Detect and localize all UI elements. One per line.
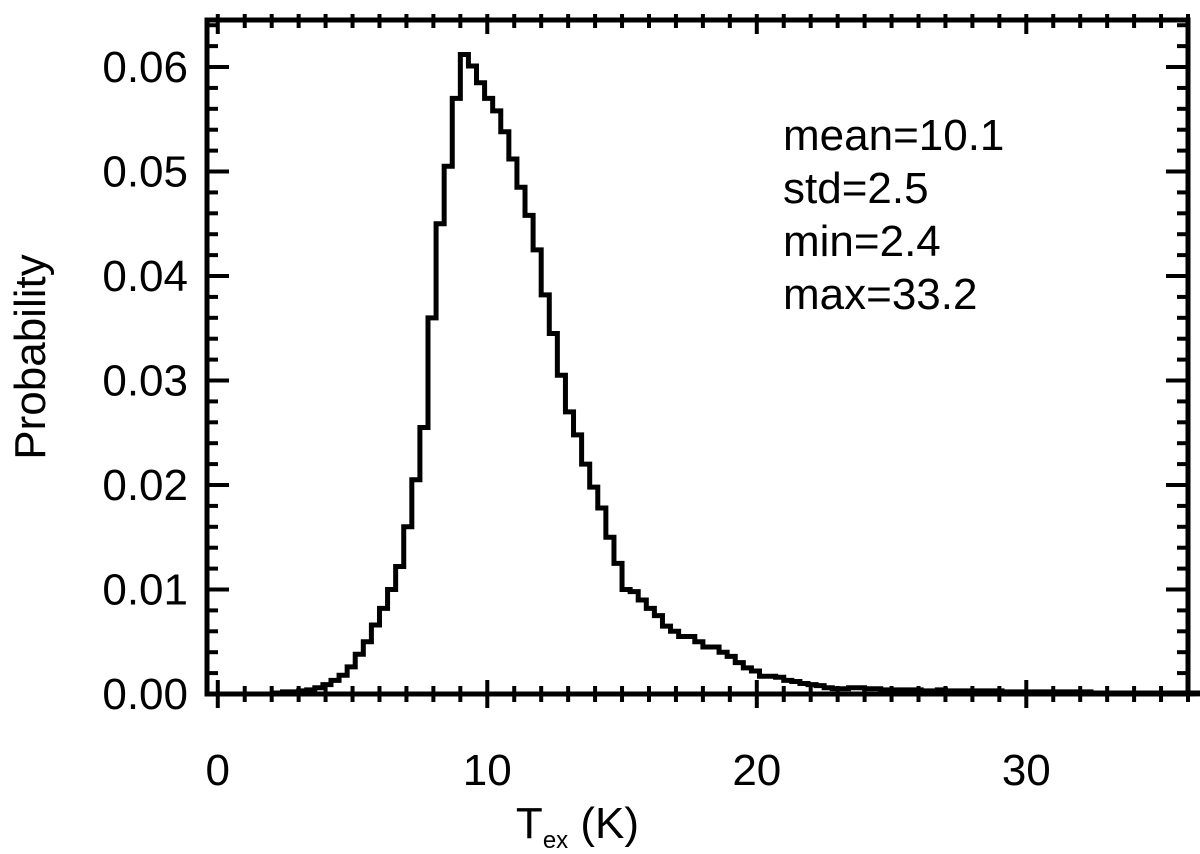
x-tick-label: 30 <box>1002 746 1051 795</box>
y-tick-label: 0.04 <box>102 252 188 301</box>
x-tick-label: 10 <box>463 746 512 795</box>
x-axis-label-subscript: ex <box>543 827 568 854</box>
y-tick-label: 0.00 <box>102 670 188 719</box>
x-axis-label-unit: (K) <box>568 799 639 848</box>
plot-frame <box>204 17 1191 697</box>
y-tick-label: 0.03 <box>102 357 188 406</box>
x-tick-label: 0 <box>206 746 230 795</box>
y-axis-label: Probability <box>6 254 55 459</box>
histogram-series <box>271 51 1200 697</box>
stats-line: max=33.2 <box>783 270 977 319</box>
x-axis-label-main: T <box>516 799 543 848</box>
stats-line: std=2.5 <box>783 164 929 213</box>
tick-labels: 0 10 20 30 0.00 0.01 0.02 0.03 0.04 0.05 0.06 <box>102 43 1050 795</box>
y-tick-label: 0.01 <box>102 566 188 615</box>
x-axis-label: Tex (K) <box>516 799 639 854</box>
y-tick-label: 0.05 <box>102 148 188 197</box>
stats-line: mean=10.1 <box>783 111 1004 160</box>
tick-marks <box>207 14 1190 708</box>
stats-line: min=2.4 <box>783 217 941 266</box>
y-tick-label: 0.02 <box>102 461 188 510</box>
y-tick-label: 0.06 <box>102 43 188 92</box>
x-tick-label: 20 <box>732 746 781 795</box>
